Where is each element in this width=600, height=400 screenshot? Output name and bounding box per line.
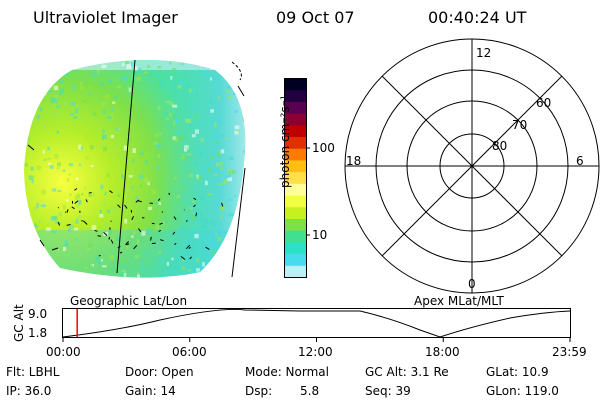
colorbar-segment (284, 172, 307, 185)
altitude-frame (62, 308, 571, 338)
mlt-label-12: 12 (476, 46, 492, 60)
colorbar (284, 78, 310, 279)
colorbar-segment (284, 78, 307, 91)
coastline-segments (27, 144, 224, 260)
apex-label: Apex MLat/MLT (414, 294, 504, 308)
time-tick-2359: 23:59 (552, 345, 587, 359)
altitude-tick-low: 1.8 (28, 326, 48, 340)
mode-info: Mode: Normal (245, 365, 329, 379)
colorbar-tick-10: 10 (312, 228, 328, 242)
colorbar-segment (284, 160, 307, 173)
colorbar-segment (284, 148, 307, 162)
colorbar-tick-100: 100 (312, 141, 335, 155)
colorbar-segment (284, 183, 307, 197)
limb-line (231, 167, 246, 278)
mlt-label-6: 6 (576, 154, 584, 168)
longitude-line (116, 59, 136, 274)
time-label: 00:40:24 UT (428, 8, 527, 27)
dsp-label: Dsp: (245, 384, 273, 398)
colorbar-segment (284, 265, 307, 279)
door-info: Door: Open (125, 365, 194, 379)
colorbar-segment (284, 218, 307, 232)
glon-info: GLon: 119.0 (486, 384, 559, 398)
seq-info: Seq: 39 (365, 384, 411, 398)
lat-label-60: 60 (536, 96, 552, 110)
colorbar-segment (284, 195, 307, 208)
geographic-label: Geographic Lat/Lon (70, 294, 188, 308)
time-tick-1800: 18:00 (425, 345, 460, 359)
colorbar-segment (284, 137, 307, 150)
date-label: 09 Oct 07 (276, 8, 355, 27)
time-tick-0000: 00:00 (46, 345, 81, 359)
mlt-label-0: 0 (468, 277, 476, 291)
diagonal-2 (381, 75, 563, 257)
colorbar-segment (284, 101, 307, 115)
colorbar-segment (284, 113, 307, 126)
ip-info: IP: 36.0 (6, 384, 52, 398)
colorbar-segment (284, 230, 307, 243)
colorbar-segment (284, 125, 307, 138)
altitude-tick-high: 9.0 (28, 307, 48, 321)
mlt-label-18: 18 (346, 154, 362, 168)
lat-label-70: 70 (512, 118, 528, 132)
gc-alt-info: GC Alt: 3.1 Re (365, 365, 449, 379)
altitude-curve (62, 308, 571, 338)
colorbar-segment (284, 90, 307, 103)
filter-info: Flt: LBHL (6, 365, 60, 379)
colorbar-segment (284, 207, 307, 220)
coastline (231, 61, 242, 81)
gain-info: Gain: 14 (125, 384, 176, 398)
time-tick-1200: 12:00 (298, 345, 333, 359)
glat-info: GLat: 10.9 (486, 365, 549, 379)
instrument-title: Ultraviolet Imager (33, 8, 178, 27)
lat-label-80: 80 (492, 139, 508, 153)
time-tick-0600: 06:00 (172, 345, 207, 359)
colorbar-segment (284, 242, 307, 255)
coastline-fragment (237, 85, 245, 97)
colorbar-segment (284, 254, 307, 267)
dsp-value: 5.8 (300, 384, 320, 398)
